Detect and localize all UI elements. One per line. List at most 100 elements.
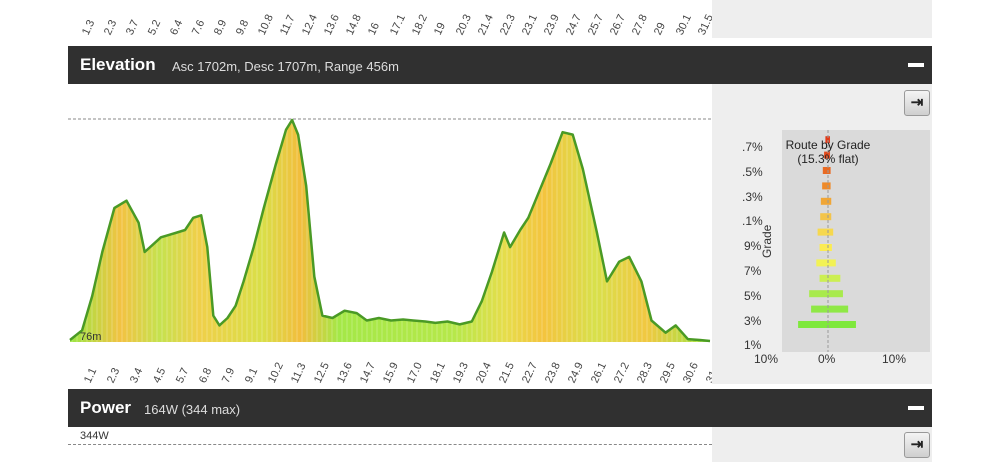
elevation-tick-label: 20.4	[473, 360, 494, 386]
grade-bar	[825, 136, 828, 144]
grade-bar	[828, 321, 856, 328]
elevation-tick-label: 15.9	[381, 360, 402, 386]
elevation-tick-label: 29.5	[657, 360, 678, 386]
power-stats: 164W (344 max)	[144, 402, 241, 417]
grade-bar	[828, 213, 832, 221]
elevation-tick-label: 14.7	[358, 360, 379, 386]
grade-chart	[798, 130, 856, 352]
grade-bar	[816, 259, 828, 267]
top-tick-label: 22.3	[498, 12, 518, 38]
grade-bar	[828, 274, 841, 282]
grade-x-tick: 10%	[882, 352, 907, 366]
grade-title-line2: (15.3% flat)	[797, 152, 859, 166]
grade-y-tick: .1%	[742, 214, 763, 229]
elevation-collapse-icon[interactable]	[908, 57, 924, 73]
grade-bar	[828, 151, 830, 159]
elevation-header[interactable]: Elevation Asc 1702m, Desc 1707m, Range 4…	[68, 46, 932, 84]
elevation-tick-label: 30.6	[680, 360, 701, 386]
top-tick-label: 26.7	[608, 12, 628, 38]
elevation-area	[70, 120, 710, 342]
grade-bar	[828, 167, 831, 174]
top-tick-label: 30.1	[674, 12, 694, 38]
power-side-panel: ⇥	[712, 427, 932, 462]
elevation-tick-label: 22.7	[519, 360, 540, 386]
grade-bar	[828, 259, 836, 267]
top-tick-label: 7.6	[190, 18, 208, 38]
top-tick-strip: 1.3 2.3 3.7 5.2 6.4 7.6 8.9 9.8 10.8 11.7 12.4 13.6…	[68, 0, 716, 38]
power-collapse-icon[interactable]	[908, 400, 924, 416]
power-export-icon[interactable]: ⇥	[904, 432, 930, 458]
grade-y-tick: .3%	[742, 189, 763, 204]
top-tick-label: 24.7	[564, 12, 584, 38]
top-side-panel	[712, 0, 932, 38]
grade-bar	[824, 151, 828, 159]
elevation-tick-label: 2.3	[105, 366, 123, 386]
export-icon[interactable]: ⇥	[904, 90, 930, 116]
top-tick-label: 9.8	[234, 18, 252, 38]
elevation-chart-area: 532m 76m 1.12.33.44.55.76.87.99.110.211.…	[68, 84, 724, 386]
grade-bar	[798, 321, 828, 328]
elevation-tick-label: 1.1	[82, 366, 100, 386]
elevation-tick-label: 12.5	[312, 360, 333, 386]
elevation-tick-label: 9.1	[243, 366, 261, 386]
top-tick-label: 1.3	[80, 18, 98, 38]
elevation-tick-label: 5.7	[174, 366, 192, 386]
top-tick-label: 16	[366, 20, 383, 38]
elevation-x-axis: 1.1 2.3 3.4 4.5 5.7 6.8 7.9 9.1 10.2 11.3 12.5 13.6…	[68, 348, 724, 386]
elevation-tick-label: 7.9	[220, 366, 238, 386]
top-tick-label: 17.1	[388, 12, 408, 38]
elevation-tick-label: 17.0	[404, 360, 425, 386]
grade-y-tick: 5%	[744, 288, 762, 303]
grade-y-tick: .7%	[742, 140, 763, 154]
elevation-tick-label: 28.3	[634, 360, 655, 386]
top-tick-label: 11.7	[278, 13, 298, 38]
elevation-tick-label: 24.9	[565, 360, 586, 386]
top-tick-label: 25.7	[586, 12, 606, 38]
grade-axis-label: Grade	[760, 224, 774, 258]
elevation-min-label: 76m	[80, 331, 102, 343]
top-tick-label: 23.1	[520, 12, 540, 38]
elevation-tick-label: 23.8	[542, 360, 563, 386]
grade-y-tick: .5%	[742, 164, 763, 179]
grade-bar	[828, 244, 832, 251]
power-title: Power	[80, 398, 132, 417]
elevation-tick-label: 11.3	[289, 361, 309, 386]
top-tick-label: 19	[432, 20, 449, 38]
grade-bar	[809, 290, 828, 298]
grade-bar	[811, 305, 828, 313]
elevation-tick-label: 21.5	[496, 360, 517, 386]
grade-bar	[828, 136, 830, 144]
power-max-label: 344W	[80, 430, 109, 442]
grade-x-tick: 0%	[818, 352, 836, 366]
power-max-line	[68, 444, 712, 445]
elevation-tick-label: 4.5	[151, 366, 169, 386]
grade-bar	[820, 213, 828, 221]
grade-bar	[828, 182, 831, 190]
grade-bar	[819, 244, 828, 251]
grade-bar	[819, 274, 828, 282]
top-tick-label: 6.4	[168, 18, 186, 38]
elevation-tick-label: 6.8	[197, 366, 215, 386]
top-axis-ticks: 1.3 2.3 3.7 5.2 6.4 7.6 8.9 9.8 10.8 11.7 12.4 13.6…	[68, 0, 716, 38]
top-tick-label: 2.3	[102, 18, 120, 38]
grade-bar	[828, 305, 849, 313]
top-tick-label: 14.8	[344, 12, 364, 38]
grade-bar	[820, 197, 828, 205]
grade-title: Route by Grade (15.3% flat)	[768, 138, 888, 166]
grade-x-tick: 10%	[754, 352, 779, 366]
top-tick-label: 5.2	[146, 18, 164, 38]
elevation-tick-label: 3.4	[128, 366, 146, 386]
grade-chart-bg	[782, 130, 930, 352]
elevation-stats: Asc 1702m, Desc 1707m, Range 456m	[172, 59, 399, 74]
elevation-chart	[68, 84, 712, 343]
top-tick-label: 13.6	[322, 12, 342, 38]
power-header[interactable]: Power 164W (344 max)	[68, 389, 932, 427]
elevation-title: Elevation	[80, 55, 156, 74]
top-tick-label: 12.4	[300, 12, 320, 38]
grade-bar	[828, 290, 843, 298]
grade-bar	[822, 182, 828, 190]
top-tick-label: 20.3	[454, 12, 474, 38]
power-chart-area: 344W	[68, 427, 712, 462]
top-tick-label: 27.8	[630, 12, 650, 38]
elevation-tick-label: 26.1	[588, 360, 609, 386]
